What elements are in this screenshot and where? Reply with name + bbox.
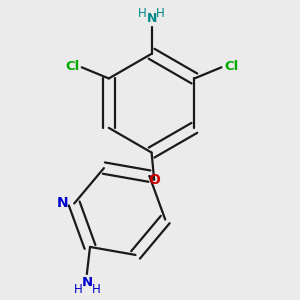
Text: Cl: Cl [65, 60, 79, 73]
Text: O: O [148, 172, 160, 187]
Text: H: H [138, 7, 147, 20]
Text: N: N [81, 276, 92, 289]
Text: H: H [92, 283, 100, 296]
Text: N: N [146, 12, 157, 25]
Text: H: H [74, 283, 82, 296]
Text: Cl: Cl [224, 60, 238, 73]
Text: H: H [156, 7, 165, 20]
Text: N: N [57, 196, 68, 211]
